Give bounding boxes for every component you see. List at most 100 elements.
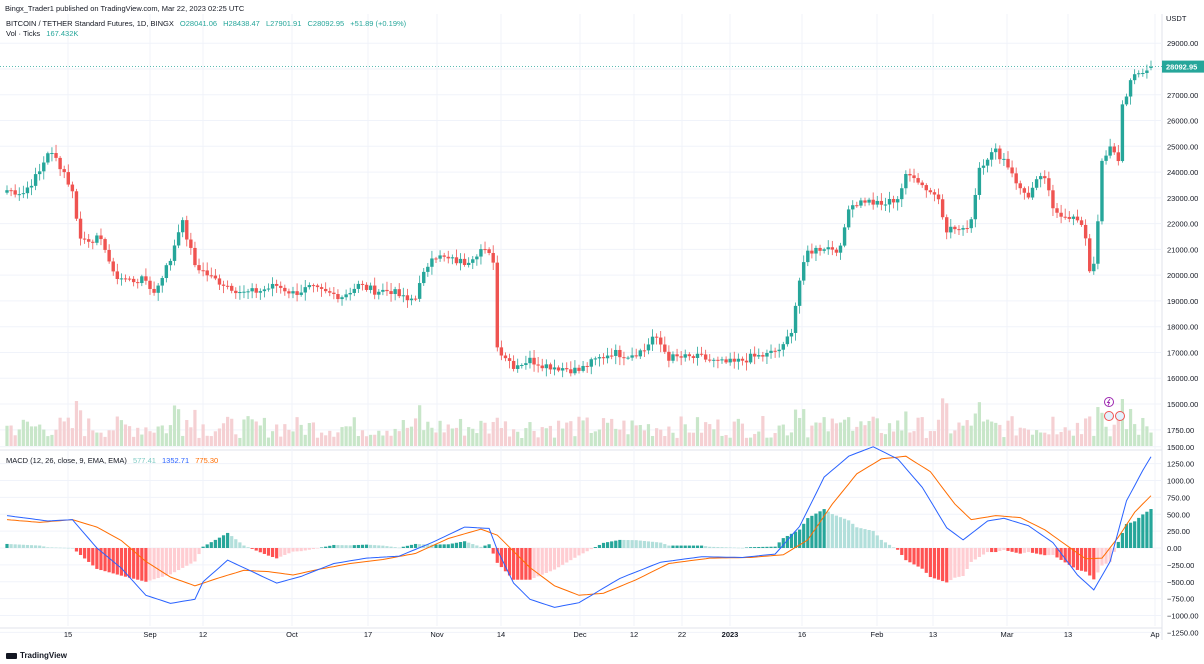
macd-hist-bar [769,546,773,548]
candle-body [295,291,299,295]
macd-hist-bar [892,547,896,548]
macd-hist-bar [213,539,217,548]
candle [37,163,42,181]
volume-bar [127,426,132,446]
macd-hist-bar [708,546,712,548]
volume-bar [491,421,495,446]
macd-hist-bar [789,533,794,548]
volume-bar [953,430,957,446]
candle [495,255,499,352]
candle-body [242,291,246,293]
candle-body [1100,160,1104,222]
candle-body [699,353,704,355]
candle-body [569,369,573,374]
macd-hist-bar [164,548,168,576]
candle-body [667,351,671,361]
candle [732,351,736,369]
candle [274,279,279,293]
candle [536,356,540,373]
candle [773,347,777,358]
volume-bar [712,429,716,446]
volume-bar [479,420,483,446]
candle-body [736,358,741,362]
candle [393,286,397,301]
candle [949,218,953,239]
macd-hist-bar [132,548,136,579]
candle-body [438,255,442,259]
volume-bar [512,429,516,446]
volume-bar [655,428,659,446]
macd-hist-bar [348,545,352,548]
volume-bar [475,433,479,446]
candle-body [703,354,708,360]
candle [724,356,728,364]
macd-hist-bar [630,540,634,548]
candle [197,258,201,274]
candle-body [1002,158,1006,160]
candle-body [981,165,986,168]
macd-hist-bar [320,547,324,548]
volume-bar [315,437,320,446]
macd-hist-bar [160,548,164,577]
candle [21,185,26,199]
volume-bar [573,436,577,446]
macd-hist-bar [1141,514,1145,548]
candle [1063,208,1067,220]
candle-body [107,249,111,262]
volume-bar [638,425,642,446]
candle-body [793,305,798,333]
candle-body [262,289,267,292]
candle-body [855,205,859,207]
candle [671,351,675,364]
candle [258,288,263,300]
macd-hist-bar [471,544,475,548]
macd-tick-label: −1000.00 [1167,612,1199,621]
candle-body [136,282,140,284]
candle-body [609,355,614,357]
candle-body [1132,74,1137,81]
candle [708,354,712,363]
candle [193,241,197,268]
macd-hist-bar [258,548,262,553]
macd-hist-bar [21,544,25,548]
candle-body [479,249,483,257]
macd-hist-bar [981,548,986,555]
macd-tick-label: −500.00 [1167,578,1194,587]
volume-bar [842,419,847,446]
volume-bar [614,428,618,446]
macd-hist-bar [1128,522,1133,548]
macd-hist-bar [25,544,30,548]
volume-bar [646,424,651,446]
candle-body [532,357,536,365]
candle [46,151,50,165]
candle-body [491,253,495,263]
candle [957,225,961,236]
candle [695,346,700,366]
candle-body [622,357,626,359]
macd-hist-bar [221,535,226,548]
candle-body [895,199,900,203]
macd-hist-bar [197,548,201,555]
macd-hist-bar [1051,548,1055,555]
volume-bar [928,431,932,446]
candle-body [785,336,790,345]
candle-body [234,290,238,294]
candle [336,289,340,303]
candle [221,280,226,294]
candle [1014,167,1018,190]
macd-hist-bar [520,548,524,580]
volume-bar [144,427,148,446]
volume-series [5,398,1153,446]
candle-body [1075,216,1080,221]
candle [609,348,614,360]
candle [785,329,790,347]
volume-bar [765,437,769,446]
volume-bar [1055,434,1059,446]
candle-body [867,199,871,203]
candle [144,268,148,285]
candle [920,180,924,188]
volume-bar [181,435,185,446]
tradingview-brand[interactable]: TradingView [6,651,67,660]
volume-bar [642,430,646,446]
